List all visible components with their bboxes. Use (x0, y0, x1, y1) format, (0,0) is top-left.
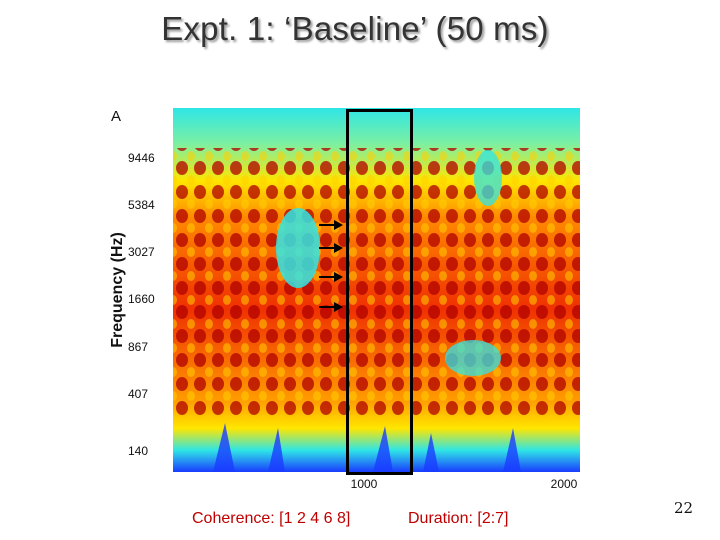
spectrogram-gap (445, 340, 501, 376)
arrow-icon (319, 302, 343, 312)
spectrogram-image (173, 108, 580, 472)
arrow-icon (319, 272, 343, 282)
highlight-box (346, 109, 413, 475)
x-tick-label: 2000 (550, 477, 578, 491)
spectrogram-low-band (213, 423, 521, 472)
y-tick-label: 867 (128, 340, 149, 354)
y-axis-label: Frequency (Hz) (109, 232, 126, 348)
spectrogram-gap (474, 150, 502, 206)
y-tick-label: 5384 (128, 198, 155, 212)
x-tick-label: 1000 (350, 477, 378, 491)
arrow-icon (319, 220, 343, 230)
arrow-icon (319, 243, 343, 253)
spectrogram-gap (276, 208, 320, 288)
y-tick-label: 9446 (128, 151, 155, 165)
panel-letter: A (111, 108, 122, 125)
y-tick-label: 140 (128, 444, 149, 458)
slide-number: 22 (674, 499, 694, 517)
y-tick-label: 407 (128, 387, 149, 401)
coherence-caption: Coherence: [1 2 4 6 8] (192, 510, 351, 527)
y-tick-label: 1660 (128, 292, 155, 306)
y-tick-label: 3027 (128, 245, 155, 259)
duration-caption: Duration: [2:7] (408, 510, 509, 527)
spectrogram-energy-highlights (173, 148, 580, 418)
slide-title: Expt. 1: ‘Baseline’ (50 ms) (161, 10, 549, 47)
